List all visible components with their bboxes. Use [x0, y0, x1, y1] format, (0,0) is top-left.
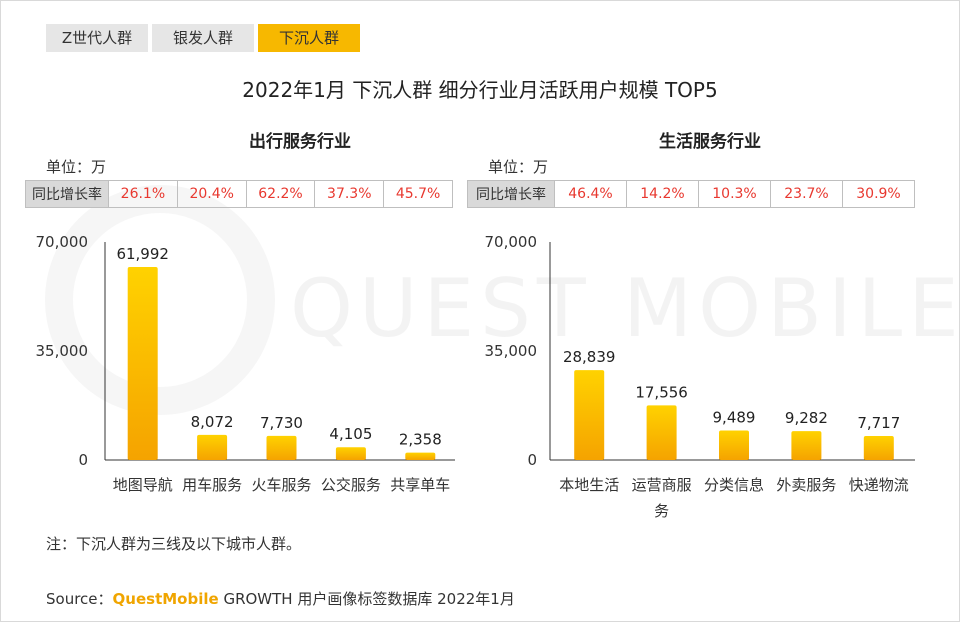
growth-rate: 30.9%	[842, 180, 915, 208]
growth-rate: 62.2%	[245, 180, 316, 208]
value-label: 7,717	[857, 414, 900, 432]
value-label: 8,072	[191, 413, 234, 431]
y-tick-label: 0	[78, 451, 88, 469]
category-label: 本地生活	[559, 476, 619, 494]
growth-rate: 26.1%	[108, 180, 178, 208]
tab-silver[interactable]: 银发人群	[152, 24, 254, 52]
category-label: 快递物流	[849, 476, 909, 494]
value-label: 9,489	[713, 408, 756, 426]
growth-rate: 20.4%	[176, 180, 247, 208]
bar	[335, 447, 366, 460]
growth-rate: 10.3%	[698, 180, 771, 208]
category-label: 分类信息	[704, 476, 764, 494]
bar	[863, 435, 894, 460]
chart-title: 2022年1月 下沉人群 细分行业月活跃用户规模 TOP5	[242, 78, 718, 102]
y-tick-label: 70,000	[485, 233, 538, 251]
value-label: 2,358	[399, 431, 442, 449]
source-text: GROWTH 用户画像标签数据库 2022年1月	[218, 590, 515, 608]
growth-rate: 23.7%	[770, 180, 843, 208]
category-label: 运营商服	[632, 476, 692, 494]
growth-rate: 45.7%	[383, 180, 453, 208]
bar	[574, 370, 605, 460]
growth-rate: 46.4%	[554, 180, 627, 208]
bar	[719, 430, 749, 460]
bar	[266, 435, 297, 460]
growth-header: 同比增长率	[467, 180, 555, 208]
left-unit-label: 单位：万	[46, 158, 107, 176]
y-tick-label: 0	[527, 451, 537, 469]
bar	[127, 266, 158, 460]
source-brand: QuestMobile	[112, 590, 219, 608]
growth-rate: 14.2%	[626, 180, 699, 208]
value-label: 17,556	[635, 383, 688, 401]
value-label: 7,730	[260, 414, 303, 432]
bar	[405, 452, 436, 460]
left-chart-title: 出行服务行业	[249, 132, 351, 152]
value-label: 9,282	[785, 409, 828, 427]
watermark-text: QUEST MOBILE	[290, 262, 960, 355]
category-label: 务	[654, 502, 669, 520]
source-line: Source：QuestMobile GROWTH 用户画像标签数据库 2022…	[46, 588, 515, 609]
tab-lower-tier[interactable]: 下沉人群	[258, 24, 360, 52]
left-growth-table: 同比增长率 26.1% 20.4% 62.2% 37.3% 45.7%	[25, 180, 453, 208]
category-label: 公交服务	[321, 476, 381, 494]
tab-gen-z[interactable]: Z世代人群	[46, 24, 148, 52]
value-label: 61,992	[116, 245, 169, 263]
bar	[646, 405, 677, 460]
right-growth-table: 同比增长率 46.4% 14.2% 10.3% 23.7% 30.9%	[467, 180, 915, 208]
growth-rate: 37.3%	[314, 180, 385, 208]
y-tick-label: 70,000	[36, 233, 89, 251]
footnote: 注：下沉人群为三线及以下城市人群。	[46, 535, 302, 553]
value-label: 4,105	[329, 425, 372, 443]
right-chart-title: 生活服务行业	[659, 132, 761, 152]
category-label: 共享单车	[390, 476, 450, 494]
category-label: 用车服务	[182, 476, 242, 494]
y-tick-label: 35,000	[36, 342, 89, 360]
y-tick-label: 35,000	[485, 342, 538, 360]
category-label: 外卖服务	[776, 476, 836, 494]
bar	[197, 434, 228, 460]
source-prefix: Source：	[46, 590, 113, 608]
value-label: 28,839	[563, 348, 616, 366]
category-label: 火车服务	[251, 476, 311, 494]
bar	[791, 431, 822, 460]
growth-header: 同比增长率	[25, 180, 109, 208]
right-unit-label: 单位：万	[488, 158, 549, 176]
category-label: 地图导航	[113, 476, 173, 494]
